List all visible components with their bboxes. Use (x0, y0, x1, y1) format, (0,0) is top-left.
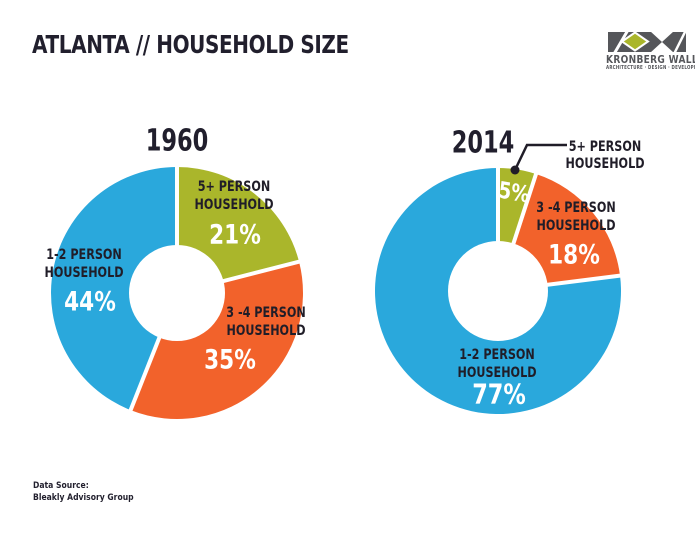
segment-pct-5plus-1960: 21% (209, 219, 261, 251)
wedge-1-2-person-household (51, 167, 177, 411)
callout-leader-line (510, 143, 567, 175)
page-title: ATLANTA // HOUSEHOLD SIZE (32, 30, 349, 59)
data-source: Data Source: Bleakly Advisory Group (33, 480, 134, 504)
callout-dot (510, 165, 520, 175)
segment-pct-1to2-2014: 77% (472, 377, 526, 411)
segment-pct-3to4-1960: 35% (204, 344, 256, 376)
data-source-name: Bleakly Advisory Group (33, 493, 134, 503)
logo-name: KRONBERG WALL (606, 53, 695, 66)
data-source-label: Data Source: (33, 481, 89, 491)
donut-hole (448, 241, 548, 341)
donut-1960 (51, 165, 303, 419)
segment-label-5plus-2014: 5+ PERSON HOUSEHOLD (565, 139, 645, 172)
segment-pct-3to4-2014: 18% (548, 239, 600, 271)
chart-title-1960: 1960 (145, 123, 209, 159)
segment-pct-1to2-1960: 44% (64, 286, 116, 318)
logo-tagline: ARCHITECTURE · DESIGN · DEVELOPMENT (606, 65, 695, 71)
logo-mark-icon (608, 29, 688, 55)
segment-label-5plus-1960: 5+ PERSON HOUSEHOLD (194, 179, 274, 213)
segment-label-3to4-2014: 3 -4 PERSON HOUSEHOLD (536, 200, 616, 234)
segment-label-1to2-1960: 1-2 PERSON HOUSEHOLD (44, 247, 124, 281)
chart-title-2014: 2014 (451, 125, 515, 161)
wedge-3-4-person-household (130, 261, 303, 419)
segment-label-3to4-1960: 3 -4 PERSON HOUSEHOLD (226, 305, 306, 339)
segment-label-1to2-2014: 1-2 PERSON HOUSEHOLD (457, 347, 537, 381)
donut-2014 (375, 166, 623, 414)
segment-pct-5plus-2014: 5% (497, 177, 531, 209)
donut-hole (129, 245, 225, 341)
